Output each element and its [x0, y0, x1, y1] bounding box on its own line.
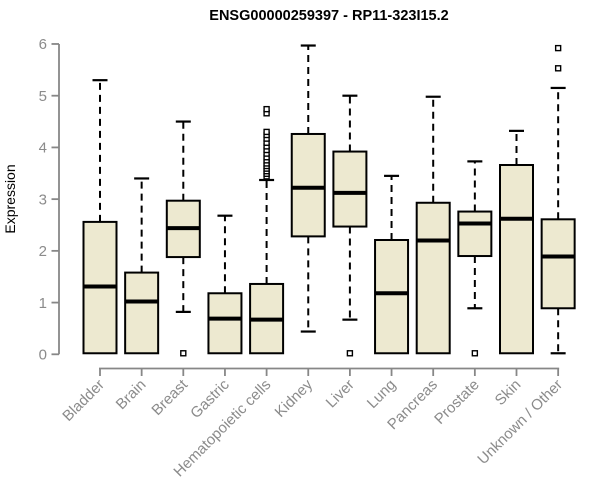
y-tick-label-6: 6 [39, 36, 47, 53]
iqr-box [540, 218, 576, 310]
x-tick-label-liver: Liver [323, 376, 358, 411]
box-kidney [290, 44, 326, 333]
box-unknown-other [540, 44, 576, 355]
box-brain [124, 177, 160, 355]
iqr-box [124, 271, 160, 355]
chart-title: ENSG00000259397 - RP11-323I15.2 [209, 8, 448, 24]
box-prostate [457, 160, 493, 357]
outlier-point [263, 105, 270, 113]
iqr-box [457, 210, 493, 258]
x-tick-label-breast: Breast [148, 376, 191, 419]
box-skin [499, 129, 534, 355]
box-bladder [82, 79, 118, 355]
outlier-point [346, 350, 354, 357]
x-tick-label-brain: Brain [113, 376, 150, 413]
y-tick-label-0: 0 [39, 347, 47, 364]
iqr-box [415, 201, 451, 355]
outlier-point [180, 350, 187, 357]
x-tick-label-skin: Skin [492, 376, 525, 409]
iqr-box [374, 238, 410, 355]
iqr-box [207, 292, 243, 355]
box-liver [332, 94, 368, 357]
box-hematopoietic-cells [249, 105, 285, 355]
box-gastric [207, 214, 243, 355]
x-tick-label-bladder: Bladder [59, 376, 108, 425]
x-tick-label-lung: Lung [364, 376, 400, 412]
y-tick-label-5: 5 [39, 88, 47, 105]
outlier-point [554, 65, 562, 72]
x-tick-label-prostate: Prostate [431, 376, 483, 428]
x-tick-label-kidney: Kidney [272, 376, 317, 421]
y-tick-label-4: 4 [39, 140, 47, 157]
box-pancreas [415, 95, 451, 355]
box-lung [374, 174, 410, 355]
iqr-box [499, 164, 534, 355]
y-axis-title: Expression [2, 164, 18, 233]
box-breast [165, 120, 201, 357]
iqr-box [290, 132, 326, 238]
y-tick-label-3: 3 [39, 191, 47, 208]
y-tick-label-2: 2 [39, 243, 47, 260]
outlier-point [263, 128, 270, 136]
outlier-point [471, 350, 479, 357]
y-tick-label-1: 1 [39, 295, 47, 312]
outlier-point [554, 44, 562, 52]
iqr-box [332, 150, 368, 228]
plot-area [82, 44, 576, 357]
